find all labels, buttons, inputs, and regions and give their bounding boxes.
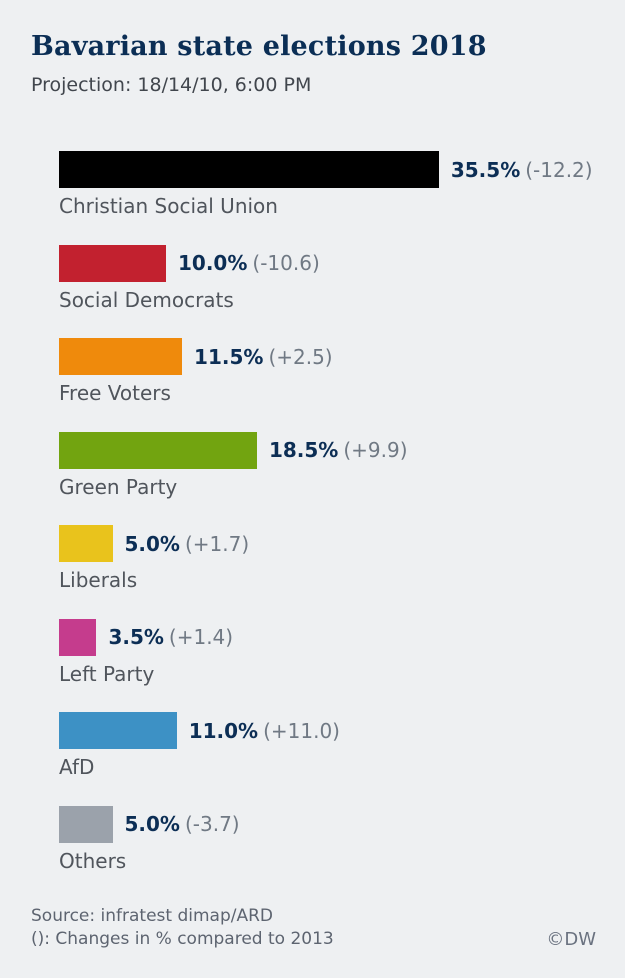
party-label: Left Party <box>59 661 155 686</box>
change-value: (+9.9) <box>343 438 408 462</box>
chart-subtitle: Projection: 18/14/10, 6:00 PM <box>31 74 312 96</box>
change-value: (+1.7) <box>184 531 250 556</box>
value-line: 11.5% (+2.5) <box>194 345 333 369</box>
bar-row-liberals: 5.0% (+1.7) Liberals <box>59 525 615 593</box>
value-line: 10.0% (-10.6) <box>178 251 320 275</box>
value-line: 35.5% (-12.2) <box>451 158 593 182</box>
chart-header: Bavarian state elections 2018 Projection… <box>31 30 595 97</box>
page-title: Bavarian state elections 2018 <box>31 31 487 62</box>
bar-left-party <box>59 618 97 656</box>
percent-value: 18.5% <box>268 438 339 462</box>
percent-value: 35.5% <box>450 157 521 182</box>
bar-row-free-voters: 11.5% (+2.5) Free Voters <box>59 338 615 406</box>
value-line: 3.5% (+1.4) <box>108 625 233 649</box>
bar-row-spd: 10.0% (-10.6) Social Democrats <box>59 244 615 313</box>
change-value: (+1.4) <box>168 625 234 649</box>
party-label: Others <box>59 848 127 873</box>
bar-liberals <box>59 525 113 562</box>
value-line: 18.5% (+9.9) <box>269 438 408 462</box>
bar-afd <box>59 712 177 749</box>
percent-value: 5.0% <box>124 812 180 836</box>
chart-footer: Source: infratest dimap/ARD (): Changes … <box>31 905 596 951</box>
percent-value: 10.0% <box>178 251 248 275</box>
source-line: Source: infratest dimap/ARD <box>31 906 274 926</box>
bar-csu <box>59 151 439 188</box>
bar-spd <box>59 244 166 282</box>
party-label: Social Democrats <box>59 287 234 312</box>
party-label: Free Voters <box>59 381 171 405</box>
party-label: Liberals <box>59 568 138 592</box>
bar-row-afd: 11.0% (+11.0) AfD <box>59 712 615 780</box>
party-label: AfD <box>59 755 95 779</box>
change-value: (-10.6) <box>252 251 320 275</box>
change-value: (+2.5) <box>268 344 333 369</box>
bar-row-csu: 35.5% (-12.2) Christian Social Union <box>59 151 615 219</box>
bar-free-voters <box>59 338 183 375</box>
bar-greens <box>59 431 257 469</box>
dw-credit: ©DW <box>546 929 596 950</box>
percent-value: 3.5% <box>108 625 164 649</box>
percent-value: 5.0% <box>124 531 180 556</box>
change-value: (+11.0) <box>263 718 340 743</box>
note-line: (): Changes in % compared to 2013 <box>31 929 334 949</box>
bar-chart: 35.5% (-12.2) Christian Social Union 10.0… <box>59 151 615 899</box>
bar-row-greens: 18.5% (+9.9) Green Party <box>59 431 615 500</box>
party-label: Christian Social Union <box>59 194 278 218</box>
percent-value: 11.5% <box>194 344 264 369</box>
change-value: (-12.2) <box>525 157 593 182</box>
value-line: 5.0% (-3.7) <box>125 812 240 836</box>
value-line: 5.0% (+1.7) <box>125 532 250 556</box>
percent-value: 11.0% <box>188 718 259 743</box>
value-line: 11.0% (+11.0) <box>189 719 340 743</box>
bar-row-left-party: 3.5% (+1.4) Left Party <box>59 618 615 687</box>
change-value: (-3.7) <box>184 812 240 836</box>
bar-row-others: 5.0% (-3.7) Others <box>59 805 615 874</box>
bar-others <box>59 805 113 843</box>
party-label: Green Party <box>59 474 178 499</box>
